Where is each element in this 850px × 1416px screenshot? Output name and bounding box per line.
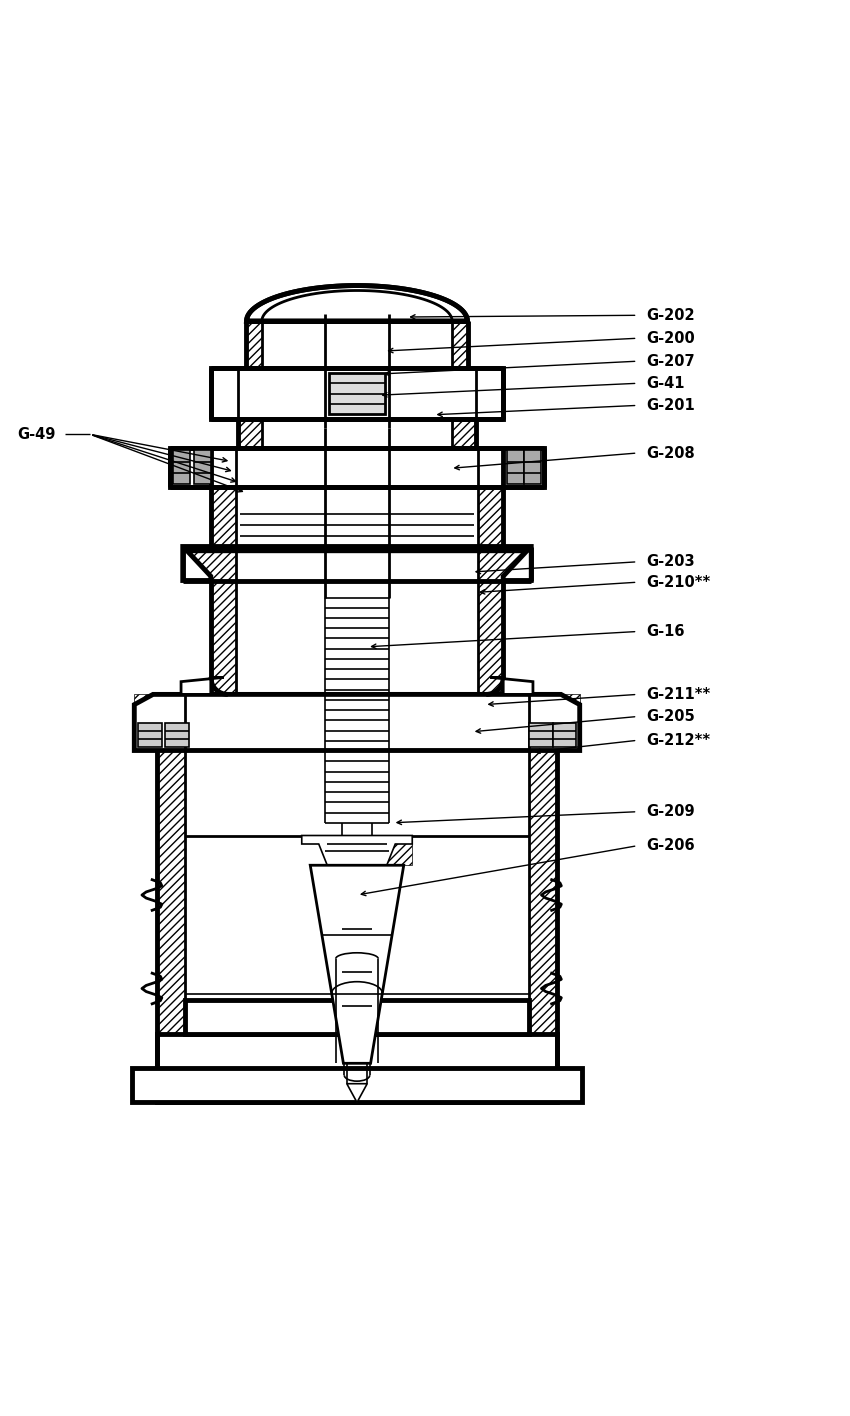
Bar (557, 1069, 582, 1103)
Bar (507, 450, 524, 484)
Bar (132, 1069, 157, 1103)
Bar (173, 450, 190, 484)
Bar (262, 321, 452, 368)
Bar (503, 447, 544, 487)
Text: G-202: G-202 (646, 307, 694, 323)
Polygon shape (211, 368, 503, 419)
Bar (236, 487, 478, 547)
Text: G-200: G-200 (646, 331, 694, 346)
Bar (529, 724, 553, 748)
Text: G-209: G-209 (646, 804, 694, 820)
Polygon shape (310, 865, 404, 1063)
Bar (478, 547, 531, 581)
Text: G-205: G-205 (646, 709, 694, 724)
Bar (157, 750, 185, 1035)
Text: G-41: G-41 (646, 375, 684, 391)
Bar (262, 419, 452, 447)
Bar (497, 1035, 557, 1103)
Bar (185, 1000, 529, 1035)
Bar (236, 581, 478, 694)
Bar (478, 487, 503, 547)
Bar (194, 450, 211, 484)
Text: G-208: G-208 (646, 446, 694, 460)
Polygon shape (170, 447, 544, 487)
Bar (185, 750, 529, 1000)
Bar (246, 321, 262, 368)
Text: G-207: G-207 (646, 354, 694, 368)
Bar (138, 724, 162, 748)
Bar (452, 321, 468, 368)
Bar (157, 1035, 217, 1103)
Bar (211, 368, 238, 419)
Bar (387, 835, 412, 865)
Bar (170, 447, 211, 487)
Bar (478, 581, 503, 694)
Bar (552, 724, 576, 748)
Bar (522, 694, 580, 750)
Polygon shape (347, 1083, 367, 1103)
Polygon shape (490, 677, 533, 694)
Text: G-212**: G-212** (646, 733, 710, 748)
Bar (134, 694, 192, 750)
Bar (183, 547, 236, 581)
Text: G-211**: G-211** (646, 687, 711, 702)
Text: G-206: G-206 (646, 838, 694, 854)
Bar (529, 750, 557, 1035)
Bar (476, 368, 503, 419)
Bar (452, 419, 476, 447)
Polygon shape (246, 286, 468, 321)
Polygon shape (262, 290, 452, 321)
Polygon shape (183, 547, 531, 581)
Bar (211, 581, 236, 694)
Bar (211, 487, 236, 547)
Text: G-201: G-201 (646, 398, 694, 413)
Text: G-203: G-203 (646, 554, 694, 569)
Bar (165, 724, 189, 748)
Text: G-210**: G-210** (646, 575, 711, 589)
Bar (238, 419, 262, 447)
Polygon shape (134, 694, 580, 750)
Bar (132, 1069, 582, 1103)
Polygon shape (302, 835, 412, 865)
Bar (185, 1000, 529, 1035)
Bar (329, 372, 384, 413)
Bar (157, 1035, 557, 1103)
Bar (524, 450, 541, 484)
Polygon shape (181, 677, 224, 694)
Text: G-49: G-49 (17, 426, 55, 442)
Text: G-16: G-16 (646, 624, 684, 639)
